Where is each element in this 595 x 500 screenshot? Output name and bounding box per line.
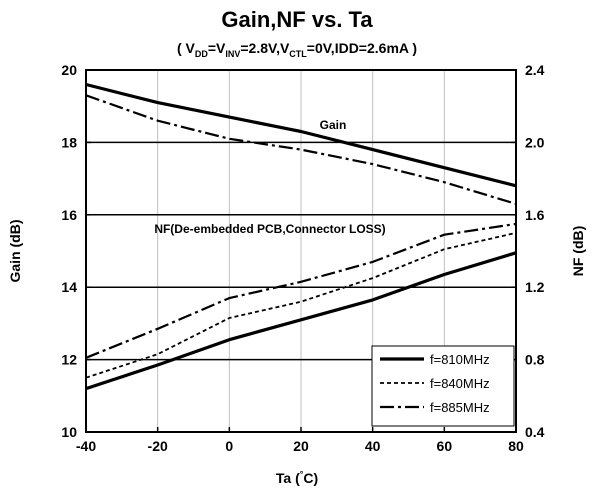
legend-items: f=810MHz f=840MHz f=885MHz bbox=[380, 352, 490, 415]
y-right-tick-label: 2.4 bbox=[525, 62, 545, 78]
series-lines bbox=[85, 82, 517, 391]
subtitle-ctl-sub: CTL bbox=[289, 49, 307, 59]
legend: f=810MHz f=840MHz f=885MHz bbox=[371, 345, 515, 427]
legend-label: f=840MHz bbox=[430, 376, 490, 391]
subtitle-open: ( V bbox=[177, 40, 196, 56]
y-left-axis-label: Gain (dB) bbox=[7, 220, 23, 283]
subtitle-mid2: =2.8V,V bbox=[240, 40, 290, 56]
chart-title: Gain,NF vs. Ta bbox=[221, 7, 373, 32]
legend-label: f=810MHz bbox=[430, 352, 490, 367]
subtitle-inv-sub: INV bbox=[225, 49, 240, 59]
x-axis-label: Ta (°C) bbox=[276, 469, 318, 486]
y-left-tick-label: 16 bbox=[61, 207, 77, 223]
y-right-axis-label: NF (dB) bbox=[570, 226, 586, 277]
series-nf-line bbox=[85, 232, 517, 379]
nf-annotation: NF(De-embedded PCB,Connector LOSS) bbox=[154, 222, 385, 236]
y-left-tick-label: 10 bbox=[61, 424, 77, 440]
series-nf-line bbox=[85, 251, 517, 391]
tick-labels: -40 -20 0 20 40 60 80 10 12 14 16 18 20 0.4 0.8 1.2 1.6 2… bbox=[61, 62, 544, 454]
y-right-tick-label: 1.6 bbox=[525, 207, 545, 223]
legend-label: f=885MHz bbox=[430, 400, 490, 415]
x-tick-label: -40 bbox=[76, 438, 96, 454]
subtitle-dd-sub: DD bbox=[195, 49, 208, 59]
subtitle-mid1: =V bbox=[208, 40, 226, 56]
series-gain-line bbox=[85, 83, 517, 187]
y-left-tick-label: 18 bbox=[61, 134, 77, 150]
gain-annotation: Gain bbox=[320, 118, 347, 132]
y-right-tick-label: 0.8 bbox=[525, 352, 545, 368]
y-right-tick-label: 1.2 bbox=[525, 279, 545, 295]
x-axis-label-suffix: C) bbox=[303, 470, 318, 486]
x-tick-label: 0 bbox=[225, 438, 233, 454]
chart-subtitle: ( VDD=VINV=2.8V,VCTL=0V,IDD=2.6mA ) bbox=[177, 40, 417, 59]
y-left-tick-label: 12 bbox=[61, 352, 77, 368]
series-gain-line bbox=[85, 94, 517, 205]
subtitle-close: =0V,IDD=2.6mA ) bbox=[307, 40, 417, 56]
series-nf-line bbox=[85, 222, 517, 359]
x-tick-label: 60 bbox=[437, 438, 453, 454]
x-tick-label: -20 bbox=[148, 438, 168, 454]
x-tick-label: 40 bbox=[365, 438, 381, 454]
y-left-tick-label: 20 bbox=[61, 62, 77, 78]
x-axis-label-prefix: Ta ( bbox=[276, 470, 300, 486]
x-axis-label-degree: ° bbox=[300, 469, 304, 479]
x-tick-label: 20 bbox=[293, 438, 309, 454]
y-right-tick-label: 2.0 bbox=[525, 134, 545, 150]
y-right-tick-label: 0.4 bbox=[525, 424, 545, 440]
y-left-tick-label: 14 bbox=[61, 279, 77, 295]
x-tick-label: 80 bbox=[508, 438, 524, 454]
